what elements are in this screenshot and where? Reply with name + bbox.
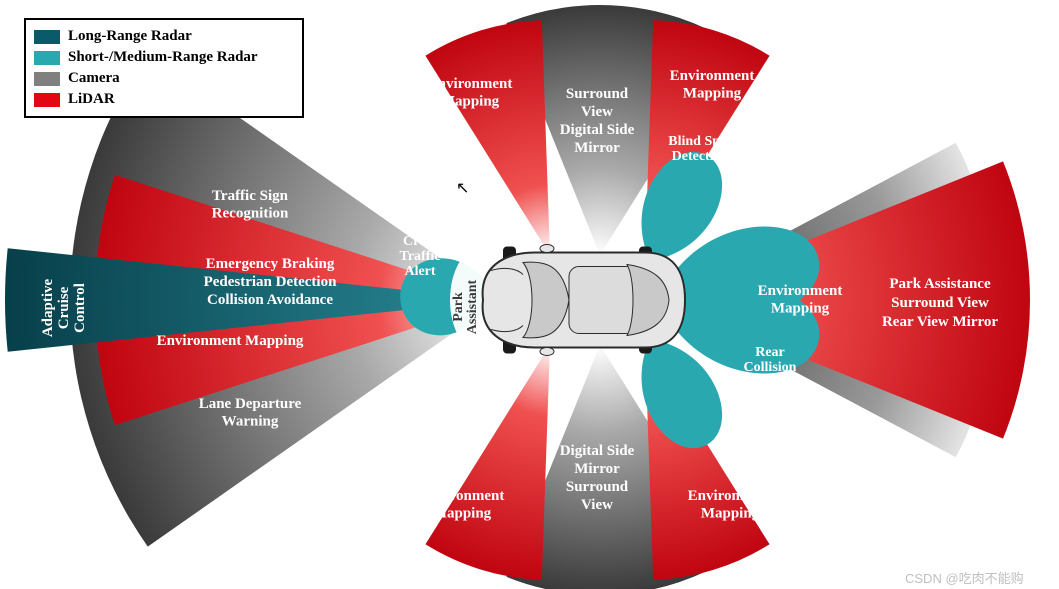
svg-text:Control: Control bbox=[72, 283, 88, 333]
svg-text:Digital Side: Digital Side bbox=[560, 443, 635, 459]
svg-text:Emergency Braking: Emergency Braking bbox=[206, 256, 335, 272]
svg-text:Park: Park bbox=[451, 292, 466, 322]
svg-text:Warning: Warning bbox=[744, 375, 797, 390]
legend-row: LiDAR bbox=[34, 89, 292, 110]
svg-text:Rear View Mirror: Rear View Mirror bbox=[882, 314, 998, 330]
svg-text:Mirror: Mirror bbox=[574, 140, 620, 156]
svg-text:Traffic Sign: Traffic Sign bbox=[212, 188, 289, 204]
svg-text:Adaptive: Adaptive bbox=[40, 278, 56, 337]
svg-text:Environment Mapping: Environment Mapping bbox=[157, 333, 304, 349]
svg-text:Collision: Collision bbox=[744, 360, 797, 375]
svg-text:Environment: Environment bbox=[758, 283, 843, 299]
legend-swatch bbox=[34, 30, 60, 44]
car-icon bbox=[483, 245, 685, 356]
svg-text:Detection: Detection bbox=[672, 149, 729, 164]
svg-text:View: View bbox=[581, 497, 613, 513]
svg-text:Alert: Alert bbox=[404, 264, 435, 279]
svg-text:Mapping: Mapping bbox=[771, 300, 830, 316]
legend-label: Camera bbox=[68, 68, 120, 89]
svg-text:Environment: Environment bbox=[688, 488, 773, 504]
svg-text:Cruise: Cruise bbox=[56, 286, 72, 329]
legend: Long-Range RadarShort-/Medium-Range Rada… bbox=[24, 18, 304, 118]
legend-swatch bbox=[34, 51, 60, 65]
svg-text:Mapping: Mapping bbox=[433, 505, 492, 521]
svg-text:Recognition: Recognition bbox=[212, 205, 289, 221]
svg-text:Surround View: Surround View bbox=[891, 295, 989, 311]
svg-text:Traffic: Traffic bbox=[400, 249, 441, 264]
svg-text:Mapping: Mapping bbox=[683, 85, 742, 101]
legend-label: Short-/Medium-Range Radar bbox=[68, 47, 258, 68]
svg-text:Pedestrian Detection: Pedestrian Detection bbox=[204, 274, 338, 290]
svg-text:Surround: Surround bbox=[566, 86, 629, 102]
legend-row: Camera bbox=[34, 68, 292, 89]
svg-text:Environment: Environment bbox=[428, 76, 513, 92]
legend-label: Long-Range Radar bbox=[68, 26, 192, 47]
legend-swatch bbox=[34, 72, 60, 86]
svg-text:Mapping: Mapping bbox=[701, 505, 760, 521]
legend-swatch bbox=[34, 93, 60, 107]
legend-row: Long-Range Radar bbox=[34, 26, 292, 47]
svg-text:View: View bbox=[581, 104, 613, 120]
svg-text:Rear: Rear bbox=[755, 345, 785, 360]
svg-text:Cross: Cross bbox=[403, 234, 438, 249]
legend-row: Short-/Medium-Range Radar bbox=[34, 47, 292, 68]
svg-text:Surround: Surround bbox=[566, 479, 629, 495]
svg-text:Lane Departure: Lane Departure bbox=[199, 396, 302, 412]
svg-text:Mirror: Mirror bbox=[574, 461, 620, 477]
watermark-text: CSDN @吃肉不能购 bbox=[905, 571, 1024, 586]
svg-text:Assistant: Assistant bbox=[465, 279, 480, 334]
diagram-stage: Traffic SignRecognitionLane DepartureWar… bbox=[0, 0, 1059, 589]
svg-text:Collision Avoidance: Collision Avoidance bbox=[207, 292, 333, 308]
svg-text:Mapping: Mapping bbox=[441, 93, 500, 109]
legend-label: LiDAR bbox=[68, 89, 115, 110]
svg-text:Environment: Environment bbox=[420, 488, 505, 504]
svg-text:Park Assistance: Park Assistance bbox=[889, 276, 991, 292]
svg-text:Blind Spot: Blind Spot bbox=[668, 134, 732, 149]
watermark: CSDN @吃肉不能购 bbox=[905, 568, 1024, 587]
svg-text:Digital Side: Digital Side bbox=[560, 122, 635, 138]
svg-text:Environment: Environment bbox=[670, 68, 755, 84]
svg-text:Warning: Warning bbox=[222, 413, 279, 429]
